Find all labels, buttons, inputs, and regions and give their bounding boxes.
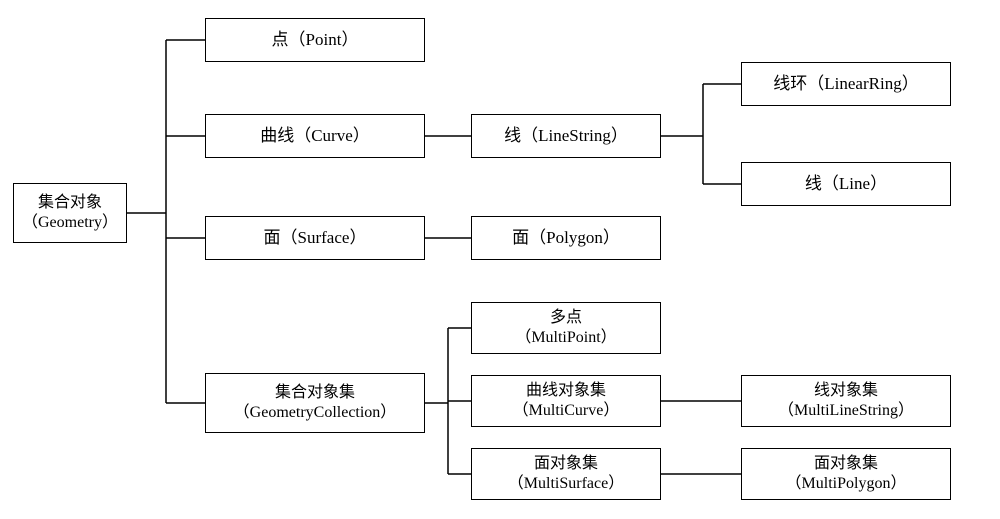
node-multilinestring: 线对象集 （MultiLineString） [741,375,951,427]
node-polygon: 面（Polygon） [471,216,661,260]
node-surface: 面（Surface） [205,216,425,260]
node-multisurface: 面对象集 （MultiSurface） [471,448,661,500]
node-curve: 曲线（Curve） [205,114,425,158]
node-multicurve: 曲线对象集 （MultiCurve） [471,375,661,427]
node-geometrycollection: 集合对象集 （GeometryCollection） [205,373,425,433]
node-point: 点（Point） [205,18,425,62]
node-line: 线（Line） [741,162,951,206]
node-linearring: 线环（LinearRing） [741,62,951,106]
node-multipoint: 多点 （MultiPoint） [471,302,661,354]
node-geometry: 集合对象 （Geometry） [13,183,127,243]
node-multipolygon: 面对象集 （MultiPolygon） [741,448,951,500]
node-linestring: 线（LineString） [471,114,661,158]
